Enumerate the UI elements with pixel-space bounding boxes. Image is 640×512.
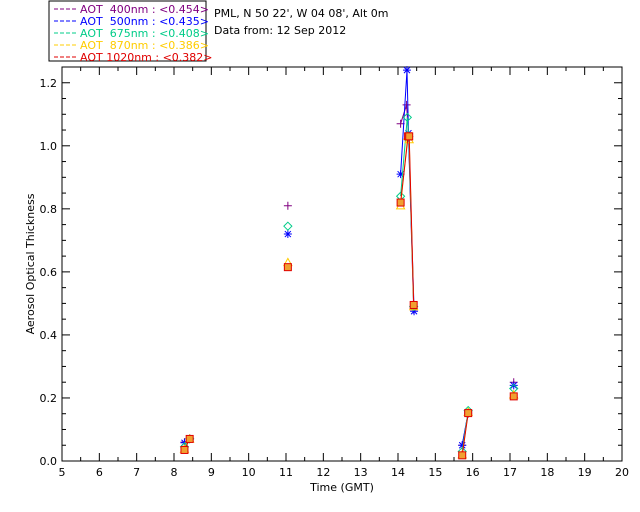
data-point-1020nm — [458, 451, 467, 460]
series-675nm — [179, 112, 519, 457]
x-axis-title: Time (GMT) — [309, 481, 374, 494]
y-tick-label: 0.6 — [40, 266, 58, 279]
legend-label-400nm: AOT 400nm : <0.454> — [80, 3, 209, 16]
data-point-500nm — [458, 441, 467, 450]
data-point-400nm — [402, 100, 411, 109]
data-point-500nm — [509, 381, 518, 390]
x-tick-label: 17 — [503, 466, 517, 479]
data-point-1020nm — [409, 300, 418, 309]
y-tick-label: 0.4 — [40, 329, 58, 342]
series-1020nm — [180, 132, 518, 460]
x-tick-label: 7 — [133, 466, 140, 479]
y-tick-label: 0.2 — [40, 392, 58, 405]
station-info: PML, N 50 22', W 04 08', Alt 0m Data fro… — [214, 7, 388, 37]
series-line-1020nm — [400, 135, 415, 306]
legend-label-675nm: AOT 675nm : <0.408> — [80, 27, 209, 40]
data-point-500nm — [402, 66, 411, 75]
y-tick-label: 0.0 — [40, 455, 58, 468]
series-line-1020nm — [461, 413, 469, 456]
x-tick-label: 15 — [428, 466, 442, 479]
x-tick-label: 6 — [96, 466, 103, 479]
y-tick-label: 1.2 — [40, 77, 58, 90]
series-870nm — [179, 131, 519, 459]
data-point-500nm — [410, 307, 419, 316]
data-point-1020nm — [283, 263, 292, 272]
y-axis: 0.0 0.2 0.4 0.6 0.8 1.0 1.2 — [40, 66, 622, 468]
data-date-text: Data from: 12 Sep 2012 — [214, 24, 346, 37]
x-tick-label: 13 — [354, 466, 368, 479]
legend-label-1020nm: AOT 1020nm : <0.382> — [80, 51, 213, 64]
legend: AOT 400nm : <0.454>AOT 500nm : <0.435>AO… — [48, 0, 213, 64]
series-400nm — [180, 100, 518, 450]
x-tick-label: 10 — [242, 466, 256, 479]
plot-area — [61, 66, 623, 462]
y-tick-label: 1.0 — [40, 140, 58, 153]
y-tick-label: 0.8 — [40, 203, 58, 216]
data-point-1020nm — [396, 198, 405, 207]
data-point-500nm — [396, 170, 405, 179]
x-tick-label: 19 — [578, 466, 592, 479]
data-point-1020nm — [185, 434, 194, 443]
x-tick-label: 14 — [391, 466, 405, 479]
y-axis-title: Aerosol Optical Thickness — [24, 193, 37, 334]
x-tick-label: 5 — [59, 466, 66, 479]
legend-box — [48, 0, 207, 62]
x-tick-label: 16 — [466, 466, 480, 479]
data-point-500nm — [283, 230, 292, 239]
data-point-400nm — [283, 201, 292, 210]
legend-label-500nm: AOT 500nm : <0.435> — [80, 15, 209, 28]
station-location-text: PML, N 50 22', W 04 08', Alt 0m — [214, 7, 388, 20]
x-tick-label: 11 — [279, 466, 293, 479]
data-point-1020nm — [180, 445, 189, 454]
data-point-1020nm — [509, 392, 518, 401]
x-tick-label: 12 — [316, 466, 330, 479]
series-layer — [179, 66, 519, 460]
x-axis: 5 6 7 8 9 10 11 12 13 14 15 16 17 18 19 20 — [59, 67, 629, 479]
x-tick-label: 18 — [540, 466, 554, 479]
x-tick-label: 9 — [208, 466, 215, 479]
data-point-1020nm — [464, 409, 473, 418]
series-500nm — [180, 66, 518, 450]
x-tick-label: 20 — [615, 466, 629, 479]
x-tick-label: 8 — [171, 466, 178, 479]
data-point-1020nm — [405, 132, 414, 141]
data-point-675nm — [402, 112, 413, 123]
legend-label-870nm: AOT 870nm : <0.386> — [80, 39, 209, 52]
data-point-675nm — [283, 221, 293, 231]
